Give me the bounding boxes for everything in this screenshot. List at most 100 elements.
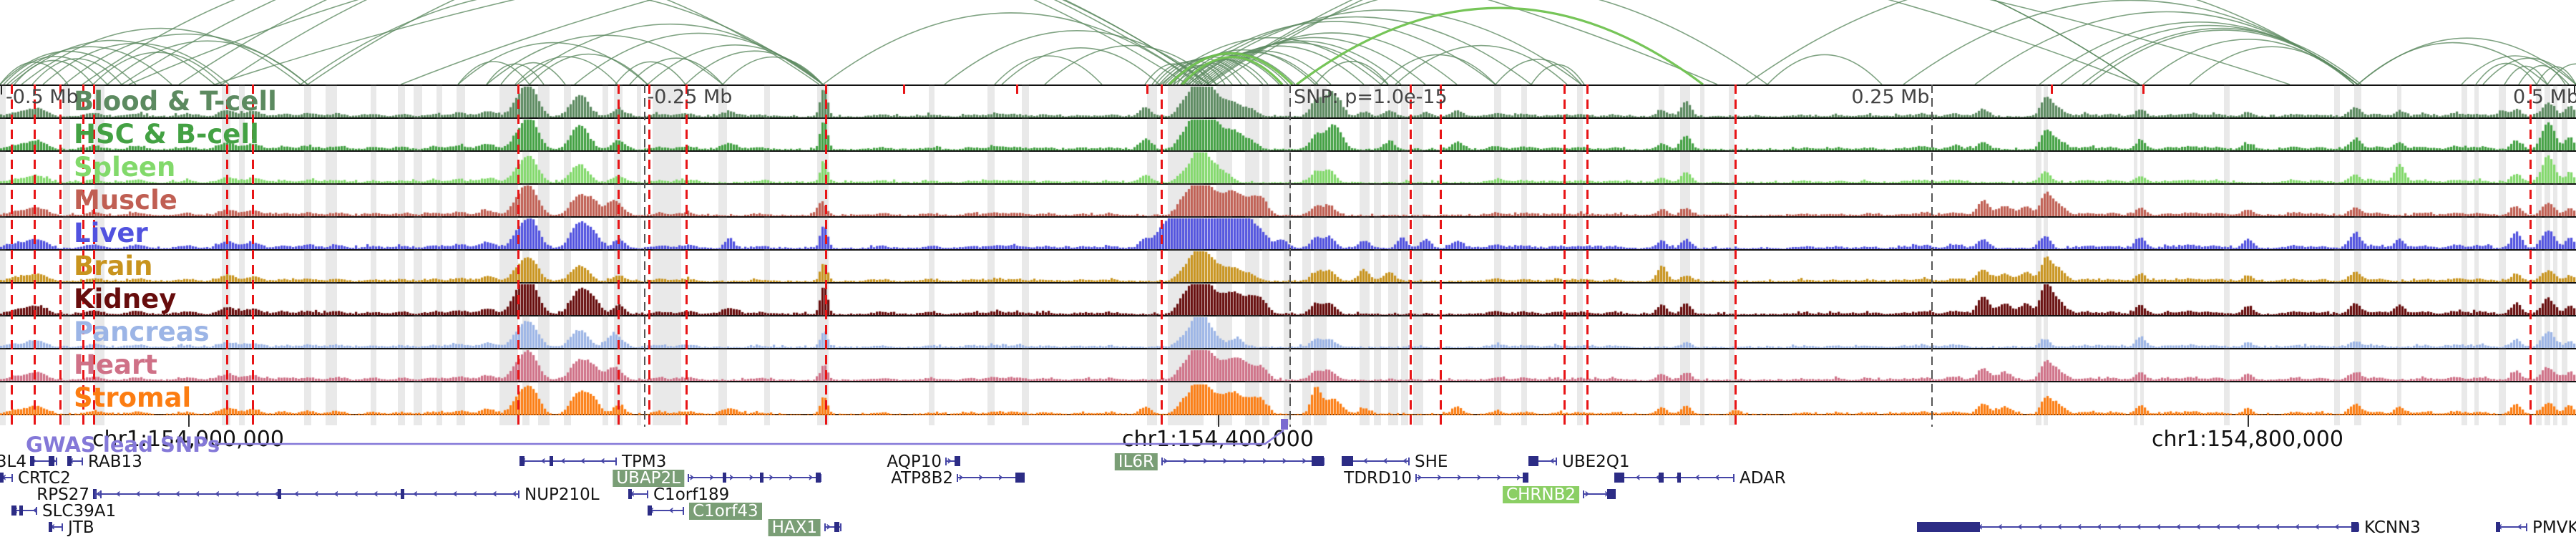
interaction-arc[interactable]: [307, 0, 1210, 84]
track-label-spleen[interactable]: Spleen: [74, 152, 176, 183]
interaction-arc[interactable]: [1296, 6, 1704, 84]
gene-body-adar[interactable]: ‹ ‹ ‹ ‹ ‹ ‹ ‹ ‹ ‹ ‹: [1614, 470, 1735, 485]
interaction-arc[interactable]: [1767, 54, 1883, 84]
interaction-arc[interactable]: [1187, 9, 1582, 84]
gene-label-nup210l[interactable]: NUP210L: [525, 485, 600, 504]
gene-body-ubap2l[interactable]: › › › › › › › › › › ›: [688, 470, 821, 485]
track-label-stromal[interactable]: Stromal: [74, 382, 192, 413]
interaction-arc[interactable]: [1170, 49, 1316, 84]
interaction-arc[interactable]: [1203, 37, 1426, 84]
gene-label-rab13[interactable]: RAB13: [88, 453, 142, 471]
interaction-arc[interactable]: [994, 55, 1103, 84]
interaction-arc[interactable]: [529, 53, 648, 84]
gwas-lead-snp-line[interactable]: [2529, 84, 2532, 425]
interaction-arc[interactable]: [3, 56, 108, 84]
gwas-lead-snp-line[interactable]: [1161, 84, 1163, 425]
interaction-arc[interactable]: [0, 62, 69, 84]
gene-label-crtc2[interactable]: CRTC2: [18, 469, 71, 488]
gene-body-c1orf189[interactable]: ‹: [628, 487, 648, 501]
gene-label-rps27[interactable]: RPS27: [36, 485, 89, 504]
interaction-arc[interactable]: [2082, 27, 2362, 84]
gene-body-ube2q1[interactable]: ‹ ‹: [1528, 454, 1557, 468]
interaction-arc[interactable]: [2142, 39, 2355, 84]
gene-body-slc39a1[interactable]: ‹ ‹: [11, 503, 37, 518]
gwas-lead-snp-line[interactable]: [1586, 84, 1589, 425]
gene-body-jtb[interactable]: ‹: [49, 520, 63, 534]
gwas-lead-snp-line[interactable]: [1563, 84, 1566, 425]
interaction-arc[interactable]: [6, 46, 172, 84]
gene-label-slc39a1[interactable]: SLC39A1: [42, 502, 117, 521]
interaction-arc[interactable]: [14, 59, 94, 84]
gene-label-atp8b2[interactable]: ATP8B2: [891, 469, 953, 488]
gene-label-c1orf43[interactable]: C1orf43: [689, 503, 762, 520]
interaction-arc[interactable]: [1160, 37, 1382, 84]
interaction-arc[interactable]: [2475, 62, 2537, 84]
track-label-kidney[interactable]: Kidney: [74, 284, 177, 314]
interaction-arc[interactable]: [1194, 45, 1365, 84]
gwas-lead-snp-line[interactable]: [93, 84, 95, 425]
gene-body-rab13[interactable]: ‹: [67, 454, 83, 468]
interaction-arc[interactable]: [107, 40, 308, 84]
interaction-arc[interactable]: [2089, 29, 2358, 84]
interaction-arc[interactable]: [647, 44, 824, 84]
gene-label-she[interactable]: SHE: [1415, 453, 1448, 471]
interaction-arc[interactable]: [457, 42, 648, 84]
interaction-arc[interactable]: [82, 0, 820, 84]
track-label-heart[interactable]: Heart: [74, 349, 157, 380]
gene-body-tdrd10[interactable]: › › › › › › › › ›: [1415, 470, 1528, 485]
gene-label-tdrd10[interactable]: TDRD10: [1344, 469, 1412, 488]
gwas-lead-snp-line[interactable]: [226, 84, 228, 425]
gwas-lead-snp-line[interactable]: [618, 84, 620, 425]
interaction-arc[interactable]: [1206, 0, 2140, 84]
interaction-arc[interactable]: [2536, 66, 2576, 84]
gene-body-crtc2[interactable]: ‹: [0, 470, 13, 485]
gwas-lead-snp-line[interactable]: [1440, 84, 1442, 425]
interaction-arc[interactable]: [1209, 0, 1768, 84]
interaction-arc[interactable]: [1206, 32, 1458, 84]
track-label-pancreas[interactable]: Pancreas: [74, 316, 210, 347]
interaction-arc[interactable]: [822, 12, 1199, 84]
interaction-arc[interactable]: [1380, 54, 1496, 84]
interaction-arc[interactable]: [685, 50, 824, 84]
track-label-blood-t-cell[interactable]: Blood & T-cell: [74, 86, 277, 117]
interaction-arc[interactable]: [2504, 65, 2548, 84]
gene-body-hax1[interactable]: ›: [824, 520, 841, 534]
gene-body-tpm3[interactable]: ‹ ‹ ‹ ‹ ‹ ‹ ‹ ‹: [519, 454, 617, 468]
gene-label-il6r[interactable]: IL6R: [1114, 453, 1158, 470]
gene-label-kcnn3[interactable]: KCNN3: [2364, 518, 2421, 537]
interaction-arc[interactable]: [2189, 46, 2355, 84]
interaction-arc[interactable]: [1001, 47, 1160, 84]
gene-label-jtb[interactable]: JTB: [68, 518, 94, 537]
gene-label-ubap2l[interactable]: UBAP2L: [613, 470, 684, 487]
interaction-arc[interactable]: [1395, 44, 1568, 84]
interaction-arc[interactable]: [629, 57, 723, 84]
gene-body-she[interactable]: ‹ ‹ ‹ ‹ ‹: [1342, 454, 1410, 468]
interaction-arc[interactable]: [0, 50, 137, 84]
gwas-lead-snp-line[interactable]: [825, 84, 827, 425]
gwas-lead-snp-line[interactable]: [34, 84, 36, 425]
interaction-arc[interactable]: [2357, 37, 2576, 84]
track-label-brain[interactable]: Brain: [74, 251, 153, 281]
interaction-arc[interactable]: [514, 56, 618, 84]
gene-body-aqp10[interactable]: ›: [945, 454, 960, 468]
gwas-lead-snp-line[interactable]: [686, 84, 688, 425]
gene-body-atp8b2[interactable]: › › › › ›: [957, 470, 1025, 485]
interaction-arc[interactable]: [214, 0, 2290, 84]
gene-body-nup210l[interactable]: ‹ ‹ ‹ ‹ ‹ ‹ ‹ ‹ ‹ ‹ ‹ ‹ ‹ ‹ ‹ ‹ ‹ ‹ ‹ ‹ …: [94, 487, 519, 501]
interaction-arc[interactable]: [1168, 52, 1294, 84]
track-label-muscle[interactable]: Muscle: [74, 185, 177, 216]
gwas-lead-snp-line[interactable]: [252, 84, 254, 425]
gene-body-pmvk[interactable]: ‹ ‹: [2496, 520, 2527, 534]
interaction-arc[interactable]: [1531, 64, 1585, 84]
gene-body-chrnb2[interactable]: › ›: [1583, 487, 1616, 501]
interaction-arc[interactable]: [1197, 42, 1389, 84]
gwas-lead-snp-line[interactable]: [517, 84, 519, 425]
track-label-hsc-b-cell[interactable]: HSC & B-cell: [74, 119, 259, 150]
gwas-lead-snp-line[interactable]: [59, 84, 62, 425]
gene-label-ube2q1[interactable]: UBE2Q1: [1562, 453, 1630, 471]
interaction-arc[interactable]: [615, 61, 686, 84]
interaction-arc[interactable]: [722, 56, 824, 84]
gwas-lead-snp-line[interactable]: [648, 84, 650, 425]
interaction-arc[interactable]: [500, 62, 566, 84]
interaction-arc[interactable]: [300, 0, 824, 84]
